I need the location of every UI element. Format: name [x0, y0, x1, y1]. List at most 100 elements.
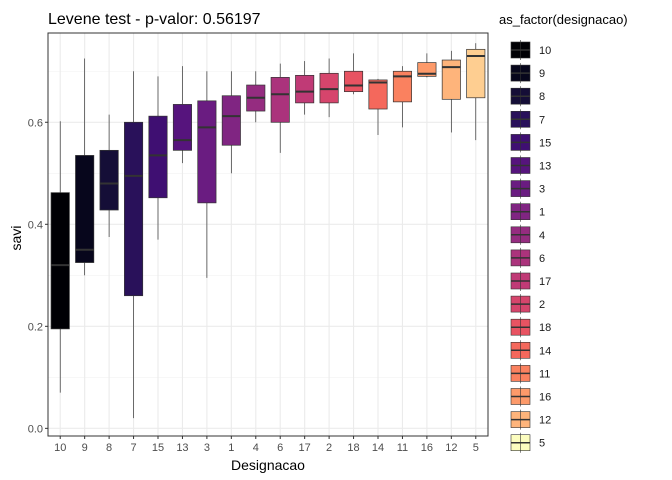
y-tick-label: 0.4 — [28, 219, 43, 231]
box-body — [197, 100, 217, 204]
legend-item-14: 14 — [510, 340, 551, 361]
legend-item-5: 5 — [510, 432, 545, 453]
box-body — [466, 48, 486, 99]
y-tick-label: 0.0 — [28, 423, 43, 435]
legend-item-12: 12 — [510, 409, 551, 430]
x-tick-label: 2 — [326, 442, 332, 454]
box-body — [392, 70, 412, 103]
x-tick-label: 3 — [204, 442, 210, 454]
legend-item-2: 2 — [510, 294, 545, 315]
box-4 — [246, 71, 266, 123]
box-2 — [319, 58, 339, 118]
x-tick-label: 14 — [372, 442, 384, 454]
legend-item-18: 18 — [510, 317, 551, 338]
x-tick-label: 9 — [82, 442, 88, 454]
legend-label: 17 — [539, 276, 551, 288]
legend-item-17: 17 — [510, 271, 551, 291]
box-body — [270, 77, 290, 123]
box-1 — [221, 71, 241, 174]
box-17 — [295, 61, 315, 115]
box-body — [344, 70, 364, 93]
legend-label: 12 — [539, 415, 551, 427]
legend-item-3: 3 — [510, 178, 545, 199]
legend-item-9: 9 — [510, 63, 545, 84]
legend-label: 9 — [539, 68, 545, 80]
box-body — [441, 59, 461, 100]
x-tick-label: 18 — [347, 442, 359, 454]
box-body — [319, 72, 339, 104]
legend-label: 7 — [539, 114, 545, 126]
x-tick-label: 11 — [397, 442, 408, 454]
legend-label: 16 — [539, 392, 551, 404]
x-tick-label: 4 — [253, 442, 259, 454]
box-body — [368, 79, 388, 110]
x-tick-label: 13 — [176, 442, 188, 454]
box-body — [50, 192, 70, 330]
legend-item-1: 1 — [510, 201, 545, 222]
box-body — [295, 74, 315, 104]
x-tick-label: 12 — [445, 442, 457, 454]
legend-item-16: 16 — [510, 386, 551, 407]
legend-label: 4 — [539, 230, 545, 242]
legend-label: 6 — [539, 253, 545, 265]
legend-label: 18 — [539, 322, 551, 334]
chart-title: Levene test - p-valor: 0.56197 — [48, 11, 261, 28]
y-tick-label: 0.2 — [28, 321, 43, 333]
x-tick-label: 1 — [228, 442, 234, 454]
box-body — [172, 104, 192, 151]
box-body — [124, 121, 144, 297]
plot-border — [47, 32, 489, 437]
box-3 — [197, 71, 217, 278]
legend-label: 13 — [539, 161, 551, 173]
x-tick-label: 10 — [54, 442, 66, 454]
legend-label: 5 — [539, 438, 545, 450]
x-tick-label: 7 — [130, 442, 136, 454]
y-tick-label: 0.6 — [28, 117, 43, 129]
x-axis-title: Designacao — [231, 457, 305, 473]
box-body — [75, 155, 95, 263]
legend-label: 11 — [539, 368, 550, 380]
legend-label: 14 — [539, 345, 551, 357]
legend-title: as_factor(designacao) — [499, 12, 628, 27]
x-tick-label: 15 — [152, 442, 164, 454]
box-8 — [99, 114, 119, 238]
x-tick-label: 5 — [473, 442, 479, 454]
box-18 — [344, 53, 364, 95]
box-7 — [124, 71, 144, 419]
box-10 — [50, 121, 70, 393]
box-12 — [441, 50, 461, 133]
x-tick-label: 16 — [421, 442, 433, 454]
box-14 — [368, 78, 388, 136]
legend-item-11: 11 — [510, 363, 550, 384]
legend-item-4: 4 — [510, 224, 545, 245]
legend-label: 1 — [539, 207, 545, 219]
box-body — [221, 95, 241, 146]
legend-label: 15 — [539, 137, 551, 149]
y-axis-title: savi — [8, 226, 24, 251]
legend-item-7: 7 — [510, 109, 545, 130]
legend-item-8: 8 — [510, 86, 545, 107]
box-body — [99, 149, 119, 211]
plot-panel — [48, 33, 488, 436]
box-11 — [392, 66, 412, 128]
legend-item-15: 15 — [510, 132, 551, 153]
legend-item-6: 6 — [510, 247, 545, 268]
x-tick-label: 6 — [277, 442, 283, 454]
box-9 — [75, 58, 95, 276]
legend-label: 10 — [539, 45, 551, 57]
legend-item-13: 13 — [510, 155, 551, 176]
x-tick-label: 8 — [106, 442, 112, 454]
box-6 — [270, 63, 290, 153]
box-13 — [172, 66, 192, 164]
legend-label: 2 — [539, 299, 545, 311]
legend-item-10: 10 — [510, 40, 551, 60]
box-15 — [148, 76, 168, 240]
x-tick-label: 17 — [299, 442, 311, 454]
box-body — [148, 115, 168, 199]
legend-label: 8 — [539, 91, 545, 103]
box-5 — [466, 43, 486, 141]
box-16 — [417, 53, 437, 78]
plot-area: 0.00.20.40.610 9 8 7 15 13 3 1 4 6 17 2 18 14 11 16 12 5 — [28, 32, 489, 454]
